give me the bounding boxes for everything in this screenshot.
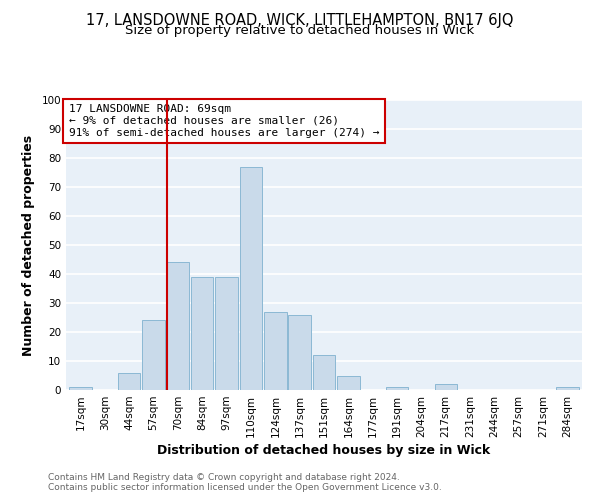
Bar bbox=[191, 277, 214, 390]
Bar bbox=[70, 387, 92, 390]
Bar bbox=[142, 320, 165, 390]
Bar bbox=[215, 277, 238, 390]
Bar bbox=[240, 166, 262, 390]
Text: 17 LANSDOWNE ROAD: 69sqm
← 9% of detached houses are smaller (26)
91% of semi-de: 17 LANSDOWNE ROAD: 69sqm ← 9% of detache… bbox=[68, 104, 379, 138]
X-axis label: Distribution of detached houses by size in Wick: Distribution of detached houses by size … bbox=[157, 444, 491, 457]
Bar bbox=[264, 312, 287, 390]
Bar bbox=[167, 262, 189, 390]
Text: Size of property relative to detached houses in Wick: Size of property relative to detached ho… bbox=[125, 24, 475, 37]
Y-axis label: Number of detached properties: Number of detached properties bbox=[22, 134, 35, 356]
Bar bbox=[556, 387, 578, 390]
Bar bbox=[313, 355, 335, 390]
Bar bbox=[289, 314, 311, 390]
Text: 17, LANSDOWNE ROAD, WICK, LITTLEHAMPTON, BN17 6JQ: 17, LANSDOWNE ROAD, WICK, LITTLEHAMPTON,… bbox=[86, 12, 514, 28]
Text: Contains public sector information licensed under the Open Government Licence v3: Contains public sector information licen… bbox=[48, 484, 442, 492]
Text: Contains HM Land Registry data © Crown copyright and database right 2024.: Contains HM Land Registry data © Crown c… bbox=[48, 474, 400, 482]
Bar bbox=[386, 387, 408, 390]
Bar bbox=[434, 384, 457, 390]
Bar bbox=[118, 372, 140, 390]
Bar bbox=[337, 376, 359, 390]
